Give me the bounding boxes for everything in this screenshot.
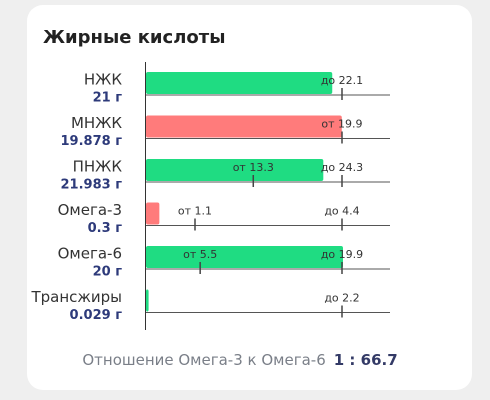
reference-label: до 19.9 <box>321 248 363 261</box>
bar <box>146 159 324 181</box>
reference-label: от 5.5 <box>183 248 217 261</box>
row-name: Трансжиры <box>30 288 122 306</box>
reference-label: от 1.1 <box>178 205 212 218</box>
row-amount: 21 г <box>93 91 123 106</box>
row-amount: 0.029 г <box>70 308 123 323</box>
row-name: Омега-6 <box>58 245 122 263</box>
row-name: НЖК <box>84 71 122 89</box>
bar <box>146 246 343 268</box>
reference-label: от 19.9 <box>321 118 362 131</box>
reference-label: до 2.2 <box>324 292 359 305</box>
title: Жирные кислоты <box>43 27 225 48</box>
bar <box>146 289 149 312</box>
row-name: МНЖК <box>71 114 122 132</box>
reference-label: до 4.4 <box>324 205 359 218</box>
ratio-value: 1 : 66.7 <box>334 351 398 369</box>
row-amount: 20 г <box>93 265 123 280</box>
row-amount: 21.983 г <box>61 178 123 193</box>
bar <box>146 202 160 225</box>
card <box>27 5 472 390</box>
reference-label: от 13.3 <box>233 161 274 174</box>
row-name: Омега-3 <box>58 201 122 219</box>
ratio: Отношение Омега-3 к Омега-6 1 : 66.7 <box>82 351 397 369</box>
reference-label: до 22.1 <box>321 74 363 87</box>
row-amount: 0.3 г <box>88 221 123 236</box>
row-name: ПНЖК <box>73 158 123 176</box>
ratio-label: Отношение Омега-3 к Омега-6 <box>82 351 325 369</box>
bar <box>146 72 333 94</box>
row-amount: 19.878 г <box>61 134 123 149</box>
bar <box>146 115 342 138</box>
reference-label: до 24.3 <box>321 161 363 174</box>
